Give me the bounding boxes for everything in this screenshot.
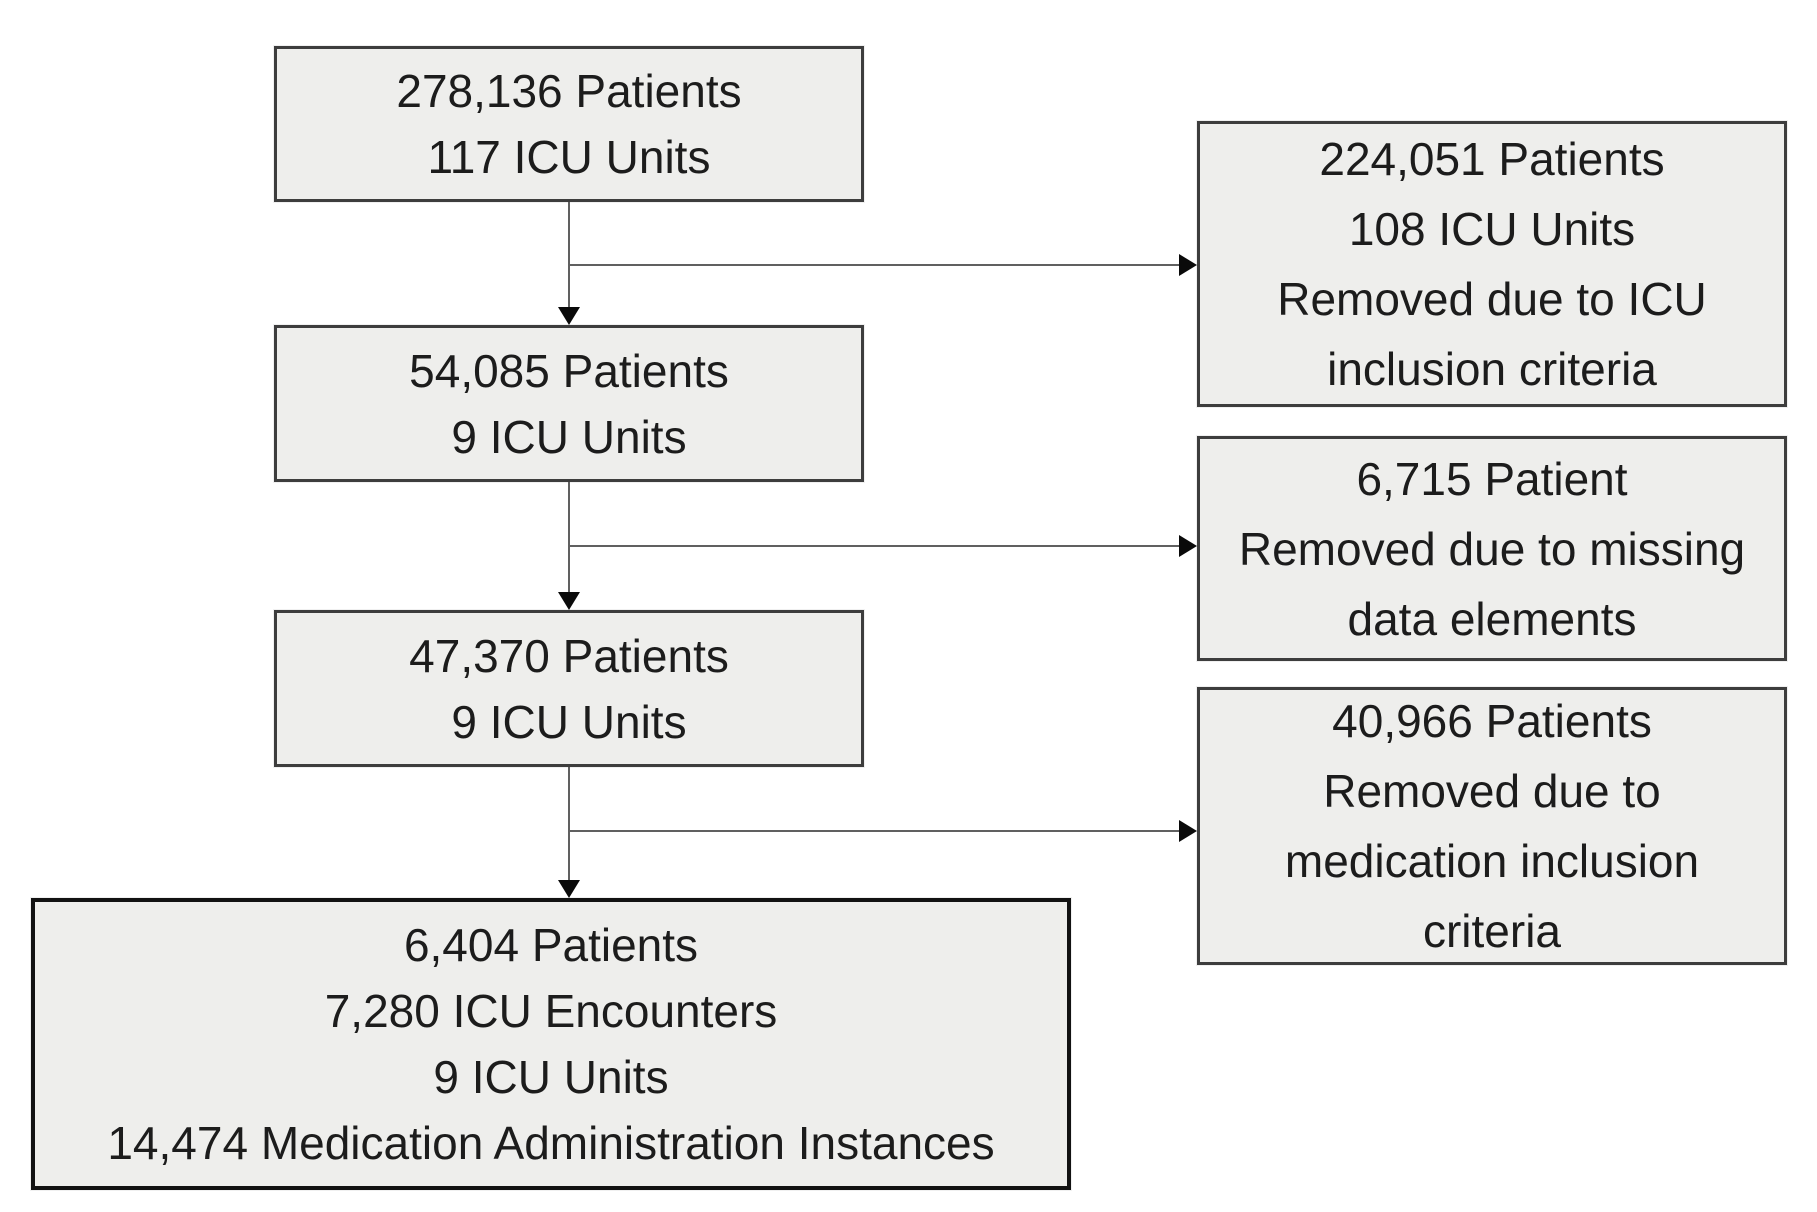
- node-line: 47,370 Patients: [409, 629, 729, 682]
- connector-right-3: [569, 830, 1179, 832]
- node-line: 108 ICU Units: [1348, 203, 1636, 255]
- connector-right-2: [569, 545, 1179, 547]
- arrowhead-right-icon: [1179, 535, 1197, 557]
- node-line: Removed due to ICU: [1277, 273, 1707, 325]
- exclusion-node-icu-inclusion-criteria: 224,051 Patients 108 ICU Units Removed d…: [1197, 121, 1787, 407]
- flow-node-initial-cohort: 278,136 Patients 117 ICU Units: [274, 46, 864, 202]
- exclusion-node-missing-data-elements: 6,715 Patient Removed due to missing dat…: [1197, 436, 1787, 661]
- node-line: 6,715 Patient: [1356, 452, 1628, 505]
- node-line: 6,404 Patients: [403, 919, 699, 971]
- node-line: 117 ICU Units: [427, 131, 711, 183]
- connector-down-1: [568, 202, 570, 309]
- node-line: 54,085 Patients: [409, 344, 729, 397]
- arrowhead-right-icon: [1179, 254, 1197, 276]
- node-line: data elements: [1347, 592, 1637, 645]
- node-line: inclusion criteria: [1327, 343, 1657, 395]
- flow-node-after-missing-data: 47,370 Patients 9 ICU Units: [274, 610, 864, 767]
- connector-down-2: [568, 482, 570, 594]
- connector-right-1: [569, 264, 1179, 266]
- node-line: criteria: [1422, 905, 1562, 957]
- node-line: 14,474 Medication Administration Instanc…: [107, 1117, 995, 1169]
- connector-down-3: [568, 767, 570, 880]
- flow-node-after-icu-inclusion: 54,085 Patients 9 ICU Units: [274, 325, 864, 482]
- arrowhead-down-icon: [558, 307, 580, 325]
- node-line: 9 ICU Units: [451, 695, 687, 748]
- node-line: 40,966 Patients: [1332, 695, 1652, 747]
- flow-node-final-cohort: 6,404 Patients 7,280 ICU Encounters 9 IC…: [31, 898, 1071, 1190]
- arrowhead-down-icon: [558, 880, 580, 898]
- node-line: 9 ICU Units: [433, 1051, 669, 1103]
- node-line: Removed due to missing: [1238, 522, 1746, 575]
- node-line: medication inclusion: [1284, 835, 1700, 887]
- node-line: 7,280 ICU Encounters: [324, 985, 778, 1037]
- node-line: 9 ICU Units: [451, 410, 687, 463]
- arrowhead-down-icon: [558, 592, 580, 610]
- arrowhead-right-icon: [1179, 820, 1197, 842]
- node-line: 278,136 Patients: [396, 65, 742, 117]
- exclusion-node-medication-inclusion-criteria: 40,966 Patients Removed due to medicatio…: [1197, 687, 1787, 965]
- node-line: Removed due to: [1323, 765, 1661, 817]
- node-line: 224,051 Patients: [1319, 133, 1665, 185]
